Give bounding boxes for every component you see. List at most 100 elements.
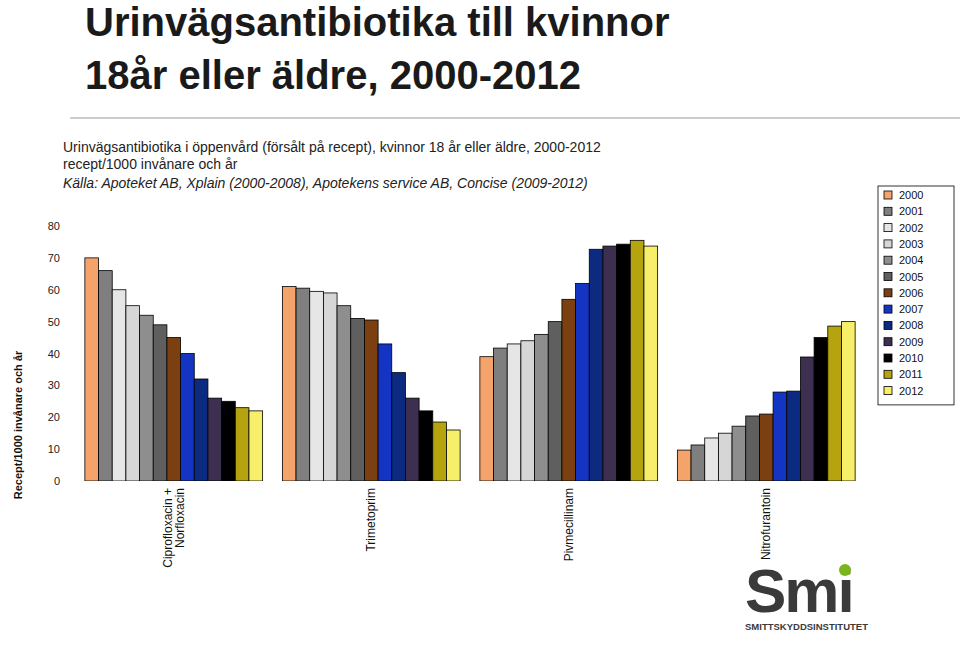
legend-label: 2008	[899, 319, 923, 331]
bar	[814, 338, 828, 481]
chart: Urinvägsantibiotika till kvinnor 18år ell…	[0, 0, 960, 645]
bar	[603, 246, 617, 481]
bar	[446, 430, 460, 481]
legend-label: 2000	[899, 189, 923, 201]
bar	[351, 318, 365, 481]
subtitle: recept/1000 invånare och år	[63, 156, 238, 172]
y-tick-label: 50	[48, 316, 60, 328]
legend-swatch	[884, 256, 892, 264]
legend-label: 2003	[899, 238, 923, 250]
bar	[222, 401, 236, 481]
bar	[194, 379, 208, 481]
bar	[112, 290, 126, 481]
bars	[85, 240, 855, 481]
bar	[759, 414, 773, 481]
legend-label: 2010	[899, 352, 923, 364]
legend-swatch	[884, 321, 892, 329]
legend-swatch	[884, 240, 892, 248]
x-tick-label: Nitrofurantoin	[759, 488, 773, 560]
legend-label: 2009	[899, 336, 923, 348]
bar	[746, 416, 760, 481]
bar	[507, 344, 521, 481]
bar	[732, 426, 746, 481]
rule	[70, 118, 960, 119]
y-tick-label: 30	[48, 379, 60, 391]
bar	[773, 392, 787, 481]
legend-swatch	[884, 370, 892, 378]
bar	[235, 408, 249, 481]
bar	[480, 357, 494, 481]
x-tick-label: Trimetoprim	[364, 488, 378, 552]
title: 18år eller äldre, 2000-2012	[85, 53, 581, 97]
bar	[323, 293, 337, 481]
legend-label: 2002	[899, 222, 923, 234]
bar	[617, 244, 631, 481]
bar	[718, 433, 732, 481]
subtitle: Urinvägsantibiotika i öppenvård (försålt…	[63, 139, 601, 155]
bar	[548, 322, 562, 481]
bar	[677, 450, 691, 481]
bar	[521, 341, 535, 481]
legend-swatch	[884, 224, 892, 232]
bar	[705, 438, 719, 481]
bar	[433, 422, 447, 481]
bar	[364, 320, 378, 481]
bar	[153, 325, 167, 481]
y-tick-label: 20	[48, 411, 60, 423]
bar	[691, 445, 705, 481]
y-tick-label: 10	[48, 443, 60, 455]
y-tick-label: 80	[48, 220, 60, 232]
bar	[630, 240, 644, 481]
bar	[126, 306, 140, 481]
y-tick-label: 0	[54, 475, 60, 487]
bar	[378, 344, 392, 481]
legend-swatch	[884, 207, 892, 215]
legend-label: 2006	[899, 287, 923, 299]
x-tick-label: Ciprofloxacin +Norfloxacin	[161, 488, 187, 568]
bar	[392, 373, 406, 481]
legend-label: 2007	[899, 303, 923, 315]
legend-label: 2001	[899, 205, 923, 217]
bar	[405, 398, 419, 481]
bar	[99, 271, 113, 481]
legend-label: 2004	[899, 254, 923, 266]
legend-label: 2011	[899, 368, 923, 380]
bar	[589, 249, 603, 481]
logo-dot	[839, 564, 851, 576]
legend-swatch	[884, 273, 892, 281]
bar	[841, 322, 855, 481]
bar	[310, 291, 324, 481]
bar	[576, 283, 590, 481]
bar	[208, 398, 222, 481]
bar	[85, 258, 99, 481]
y-tick-label: 60	[48, 284, 60, 296]
legend-swatch	[884, 387, 892, 395]
legend-swatch	[884, 338, 892, 346]
source: Källa: Apoteket AB, Xplain (2000-2008), …	[63, 175, 588, 191]
y-tick-label: 70	[48, 252, 60, 264]
title: Urinvägsantibiotika till kvinnor	[85, 0, 670, 44]
legend-label: 2005	[899, 271, 923, 283]
bar	[296, 288, 310, 481]
legend-label: 2012	[899, 385, 923, 397]
bar	[282, 287, 296, 481]
bar	[140, 315, 154, 481]
bar	[249, 411, 263, 481]
legend-swatch	[884, 354, 892, 362]
bar	[181, 354, 195, 482]
bar	[337, 306, 351, 481]
bar	[644, 246, 658, 481]
bar	[787, 391, 801, 481]
bar	[419, 411, 433, 481]
legend-swatch	[884, 305, 892, 313]
logo-subtext: SMITTSKYDDSINSTITUTET	[745, 621, 868, 632]
bar	[535, 334, 549, 481]
logo: Smi	[745, 556, 853, 625]
x-tick-label: Pivmecillinam	[562, 488, 576, 561]
legend-swatch	[884, 289, 892, 297]
bar	[167, 338, 181, 481]
y-axis-label: Recept/1000 invånare och år	[12, 350, 24, 499]
y-tick-label: 40	[48, 348, 60, 360]
bar	[562, 299, 576, 481]
legend	[878, 186, 954, 405]
